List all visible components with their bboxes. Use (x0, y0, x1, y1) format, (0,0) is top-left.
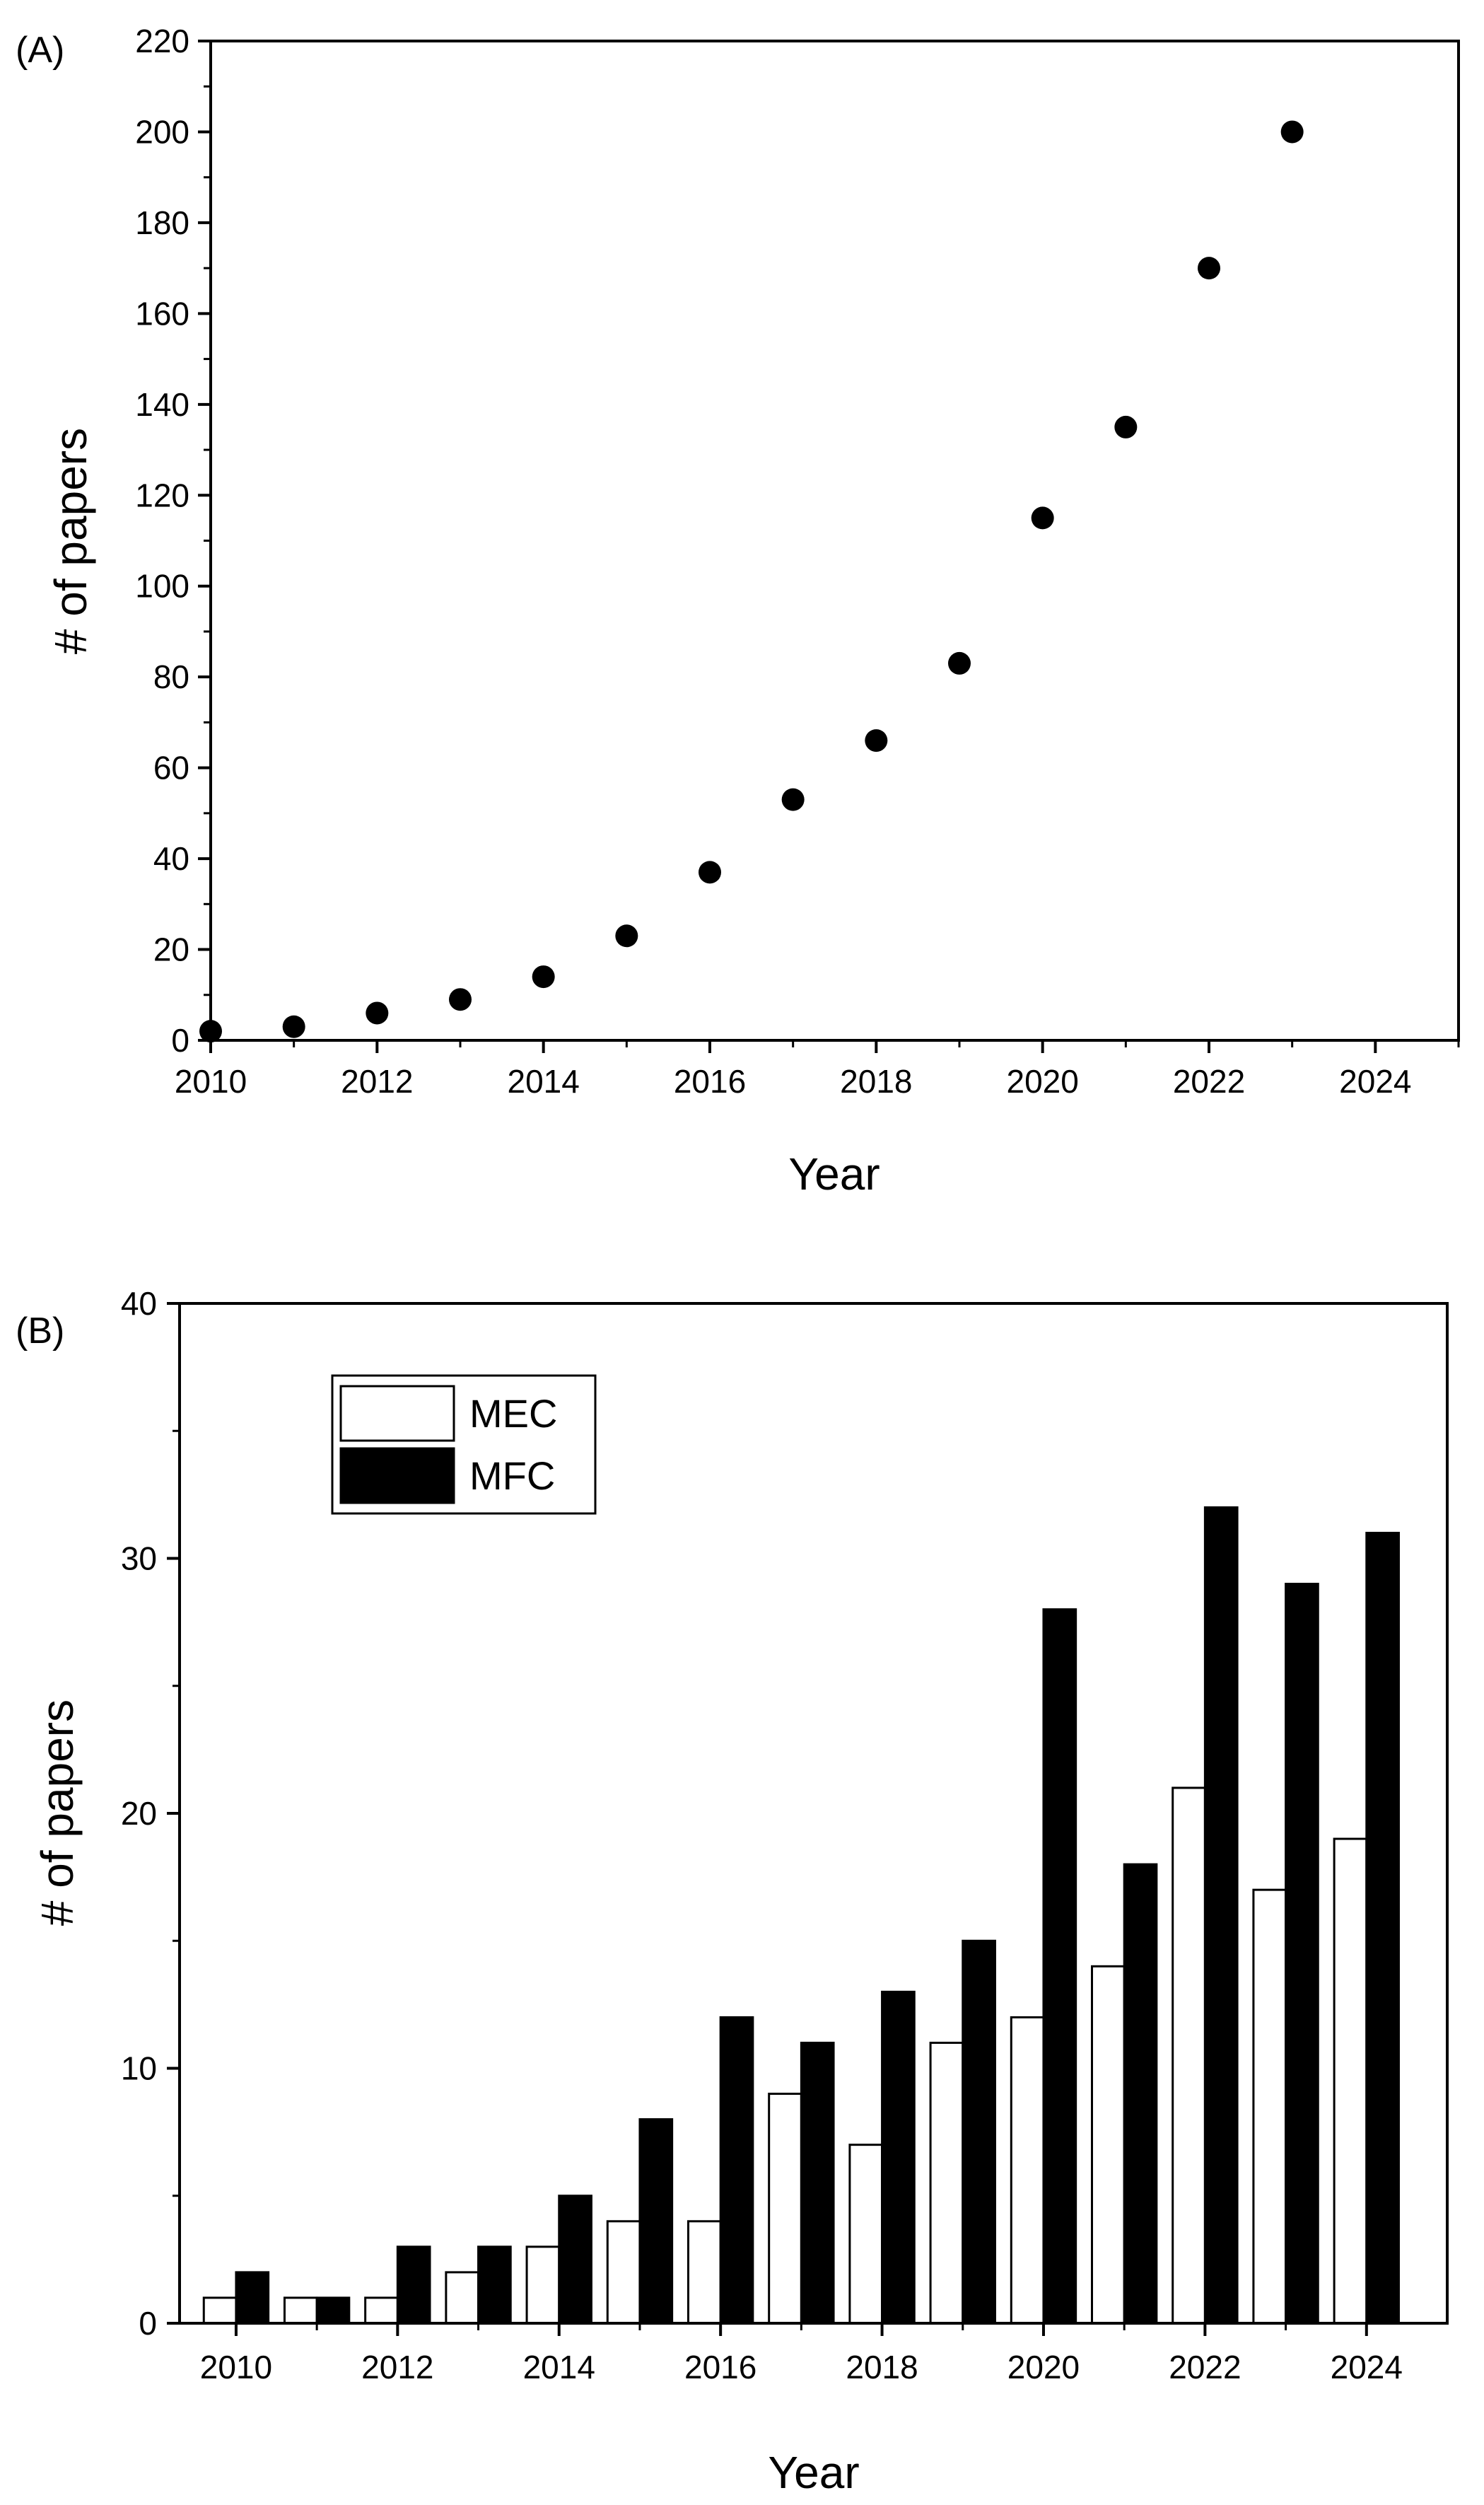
bar-mfc (558, 2195, 592, 2325)
bar-mfc (1365, 1531, 1400, 2325)
bar-mfc (477, 2245, 512, 2325)
panel-a-plot-frame (209, 40, 1460, 1042)
panel-a-x-tick-label: 2014 (507, 1063, 579, 1100)
bar-mfc (235, 2271, 270, 2325)
data-point (366, 1001, 389, 1025)
data-point (781, 788, 805, 811)
data-point (532, 965, 555, 989)
panel-a-y-tick-label: 160 (135, 295, 189, 332)
bar-mec (202, 2296, 238, 2325)
bar-mfc (1123, 1863, 1158, 2325)
panel-b-x-axis-title: Year (768, 2447, 859, 2498)
panel-a-y-tick-label: 40 (153, 840, 189, 877)
panel-b-y-tick-label: 0 (139, 2305, 157, 2342)
panel-b-x-tick-label: 2018 (846, 2349, 918, 2385)
panel-a-x-tick-label: 2018 (840, 1063, 912, 1100)
panel-a-y-tick-label: 60 (153, 750, 189, 786)
data-point (1031, 506, 1054, 530)
data-point (948, 651, 971, 675)
bar-mfc (1042, 1608, 1077, 2325)
data-point (449, 988, 472, 1011)
bar-mfc (315, 2296, 351, 2325)
bar-mfc (638, 2118, 674, 2325)
data-point (1198, 257, 1220, 280)
panel-a-y-tick-label: 120 (135, 477, 189, 513)
legend-label-mec: MEC (469, 1391, 557, 1436)
bar-mec (848, 2144, 884, 2325)
panel-b-x-ticks: 2010 2012 2014 2016 2018 2020 2022 2024 (200, 2323, 1403, 2385)
bar-mec (1091, 1965, 1126, 2325)
bar-mfc (962, 1939, 996, 2325)
panel-b-y-tick-label: 40 (121, 1285, 157, 1322)
panel-b-x-tick-label: 2016 (684, 2349, 756, 2385)
panel-a-x-tick-label: 2010 (175, 1063, 247, 1100)
bar-mfc (1203, 1506, 1239, 2325)
panel-a-y-tick-label: 100 (135, 568, 189, 605)
data-point (615, 924, 638, 948)
data-point (699, 861, 721, 884)
panel-a-y-tick-label: 80 (153, 658, 189, 695)
panel-a-y-tick-label: 180 (135, 204, 189, 241)
panel-b-bars (202, 1506, 1400, 2325)
panel-b-x-tick-label: 2022 (1169, 2349, 1241, 2385)
panel-a-y-tick-label: 140 (135, 386, 189, 423)
bar-mec (364, 2296, 399, 2325)
bar-mec (1172, 1786, 1206, 2325)
panel-a-y-tick-label: 0 (171, 1022, 189, 1059)
panel-a-x-tick-label: 2020 (1006, 1063, 1078, 1100)
panel-a-x-tick-label: 2024 (1339, 1063, 1411, 1100)
data-point (1280, 120, 1304, 144)
bar-mec (283, 2296, 318, 2325)
panel-a-y-tick-label: 200 (135, 113, 189, 150)
panel-b-y-ticks: 0 10 20 30 40 (121, 1285, 180, 2342)
bar-mec (1333, 1837, 1368, 2325)
data-point (1114, 415, 1138, 438)
panel-b-y-tick-label: 10 (121, 2050, 157, 2087)
panel-b-x-tick-label: 2024 (1331, 2349, 1403, 2385)
bar-mec (445, 2271, 480, 2325)
panel-b-plot-frame (178, 1302, 1449, 2325)
bar-mfc (800, 2041, 835, 2325)
panel-a-label: (A) (16, 30, 64, 71)
data-point (865, 729, 888, 752)
bar-mec (768, 2093, 802, 2325)
panel-a-x-axis-title: Year (788, 1149, 880, 1199)
bar-mec (1010, 2016, 1045, 2325)
panel-b-x-tick-label: 2020 (1007, 2349, 1080, 2385)
panel-a-y-tick-label: 20 (153, 931, 189, 968)
panel-a-marks (199, 120, 1304, 1043)
bar-mfc (719, 2016, 754, 2325)
panel-b-x-tick-label: 2010 (200, 2349, 272, 2385)
legend-label-mfc: MFC (469, 1453, 555, 1498)
bar-mec (929, 2041, 964, 2325)
panel-b-y-tick-label: 20 (121, 1795, 157, 1832)
panel-b-y-tick-label: 30 (121, 1540, 157, 1577)
panel-a-y-ticks: 0 20 40 60 80 100 120 140 160 180 200 220 (135, 23, 211, 1059)
panel-b-y-axis-title: # of papers (32, 1699, 83, 1926)
bar-mfc (881, 1990, 916, 2325)
panel-a-x-ticks: 2010 2012 2014 2016 2018 2020 2022 2024 (175, 1040, 1460, 1100)
bar-mfc (396, 2245, 431, 2325)
panel-b-label: (B) (16, 1310, 64, 1352)
bar-mec (525, 2245, 561, 2325)
legend-swatch-mfc (339, 1447, 455, 1504)
bar-mec (687, 2220, 722, 2325)
bar-mec (1252, 1888, 1287, 2325)
panel-b-x-tick-label: 2014 (523, 2349, 595, 2385)
panel-b-x-tick-label: 2012 (361, 2349, 433, 2385)
panel-a-x-tick-label: 2016 (674, 1063, 746, 1100)
panel-b-legend: MEC MFC (331, 1374, 597, 1515)
legend-swatch-mec (339, 1385, 455, 1442)
data-point (282, 1015, 305, 1038)
bar-mfc (1285, 1583, 1319, 2325)
bar-mec (606, 2220, 641, 2325)
panel-a-y-tick-label: 220 (135, 23, 189, 59)
panel-a-x-tick-label: 2012 (341, 1063, 413, 1100)
panel-a-y-axis-title: # of papers (45, 428, 96, 654)
panel-a-x-tick-label: 2022 (1173, 1063, 1245, 1100)
